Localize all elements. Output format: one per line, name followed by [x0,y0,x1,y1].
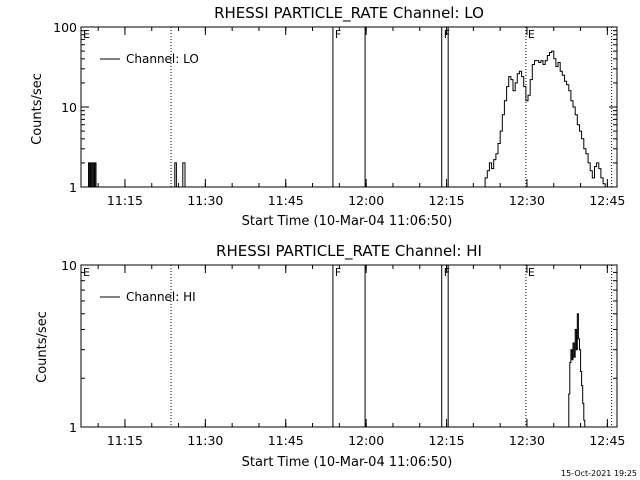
y-axis-label-lo: Counts/sec [30,73,45,145]
y-tick-label: 1 [69,180,77,195]
event-marker-label: F [444,266,450,279]
x-axis-label-lo: Start Time (10-Mar-04 11:06:50) [242,214,453,229]
x-tick-label: 12:00 [348,433,384,448]
x-tick-label: 12:45 [589,433,625,448]
x-tick-label: 12:15 [429,433,465,448]
y-tick-label: 1 [69,420,77,435]
plot-panel-hi: 11:15 11:30 11:45 12:00 12:15 12:30 12:45 1 10 E F… [61,258,625,448]
event-marker-label: E [528,28,535,41]
legend-label: Channel: HI [126,290,196,304]
y-tick-label: 10 [61,258,77,273]
event-marker-label: F [335,28,341,41]
plot-frame [80,264,618,428]
y-tick-label: 10 [61,100,77,115]
y-axis-label-hi: Counts/sec [35,311,50,383]
x-tick-label: 12:45 [589,193,625,208]
x-tick-label: 11:15 [107,433,143,448]
chart-title-lo: RHESSI PARTICLE_RATE Channel: LO [214,4,484,23]
plot-panel-lo: 11:15 11:30 11:45 12:00 12:15 12:30 12:45 1 10 10… [53,20,625,208]
x-tick-label: 11:30 [187,193,223,208]
legend-label: Channel: LO [126,52,199,66]
chart-title-hi: RHESSI PARTICLE_RATE Channel: HI [216,242,482,261]
series-line [566,313,586,428]
event-marker-label: E [83,28,90,41]
event-marker-label: E [528,266,535,279]
x-axis-label-hi: Start Time (10-Mar-04 11:06:50) [242,455,453,470]
y-tick-label: 100 [53,20,77,35]
x-tick-label: 11:45 [268,433,304,448]
event-marker-label: F [335,266,341,279]
event-marker-label: F [444,28,450,41]
x-tick-label: 12:30 [509,433,545,448]
x-tick-label: 11:45 [268,193,304,208]
x-tick-label: 11:15 [107,193,143,208]
x-tick-label: 12:30 [509,193,545,208]
plot-frame [80,26,618,188]
series-line [87,50,608,188]
plot-timestamp: 15-Oct-2021 19:25 [561,469,637,478]
x-tick-label: 12:15 [429,193,465,208]
x-tick-label: 12:00 [348,193,384,208]
x-tick-label: 11:30 [187,433,223,448]
event-marker-label: E [83,266,90,279]
